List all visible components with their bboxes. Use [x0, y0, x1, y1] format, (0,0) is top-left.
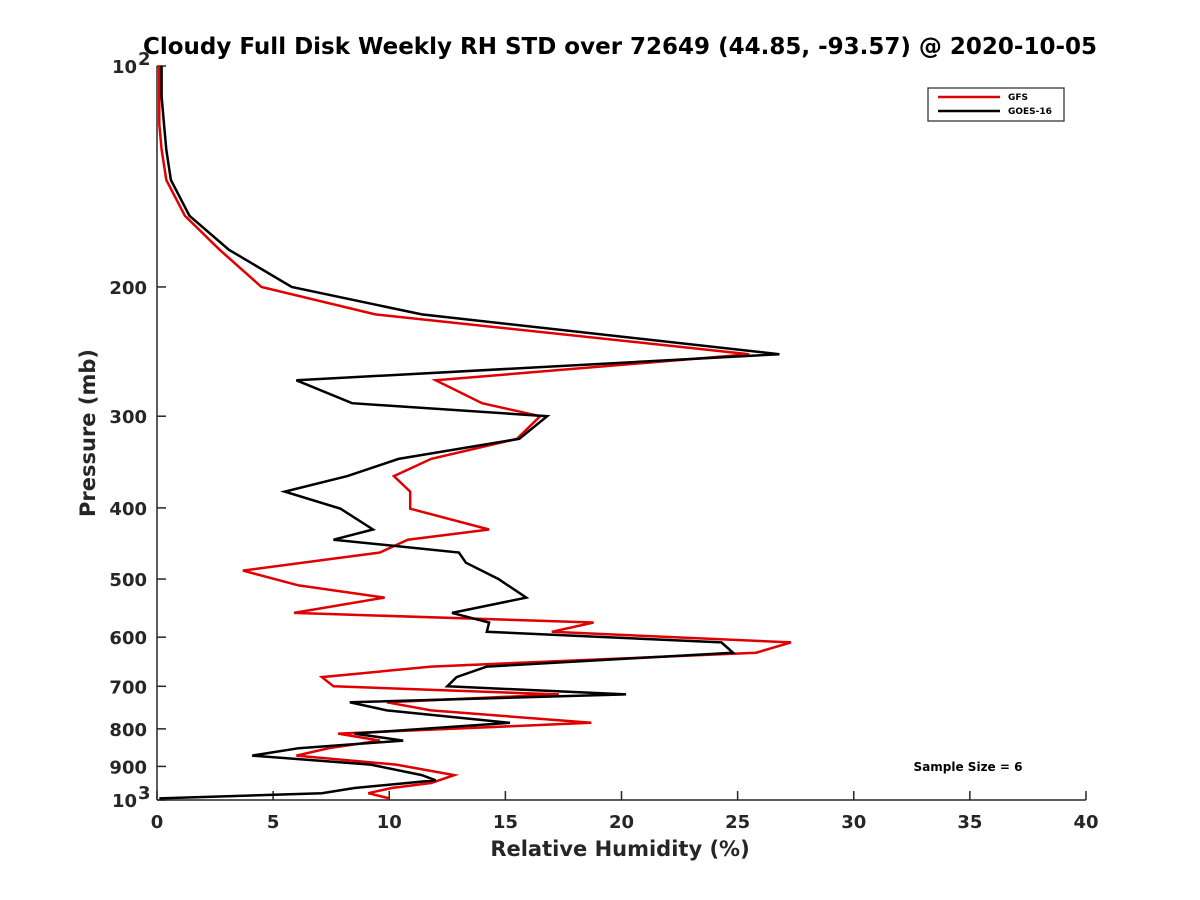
- x-tick-label: 10: [377, 812, 402, 833]
- legend: GFS GOES-16: [927, 87, 1065, 122]
- x-axis-label: Relative Humidity (%): [490, 837, 749, 861]
- y-tick-exponent: 3: [138, 783, 151, 804]
- x-tick-label: 35: [957, 812, 982, 833]
- legend-box: [927, 87, 1065, 122]
- x-tick-label: 30: [841, 812, 866, 833]
- legend-label: GFS: [1008, 93, 1028, 103]
- x-tick-label: 0: [151, 812, 164, 833]
- y-tick-label: 800: [109, 720, 147, 741]
- y-axis-label: Pressure (mb): [76, 349, 100, 517]
- y-tick-label: 300: [109, 407, 147, 428]
- y-tick-label: 10: [112, 57, 137, 78]
- y-tick-label: 500: [109, 570, 147, 591]
- y-tick-label: 600: [109, 628, 147, 649]
- y-tick-label: 900: [109, 757, 147, 778]
- y-tick-label: 400: [109, 499, 147, 520]
- x-tick-label: 25: [725, 812, 750, 833]
- sample-size-annotation: Sample Size = 6: [914, 760, 1023, 774]
- x-tick-label: 20: [609, 812, 634, 833]
- y-tick-label: 10: [112, 791, 137, 812]
- legend-label: GOES-16: [1008, 107, 1052, 117]
- series-layer: [158, 66, 792, 800]
- chart-title: Cloudy Full Disk Weekly RH STD over 7264…: [143, 34, 1097, 60]
- x-tick-label: 40: [1073, 812, 1098, 833]
- y-tick-exponent: 2: [138, 49, 151, 70]
- x-tick-label: 15: [493, 812, 518, 833]
- x-tick-label: 5: [267, 812, 280, 833]
- y-tick-label: 700: [109, 677, 147, 698]
- y-tick-label: 200: [109, 278, 147, 299]
- x-axis-ticks: 0 5 10 15 20 25 30 35 40: [151, 791, 1099, 833]
- series-line-goes-16: [159, 66, 780, 800]
